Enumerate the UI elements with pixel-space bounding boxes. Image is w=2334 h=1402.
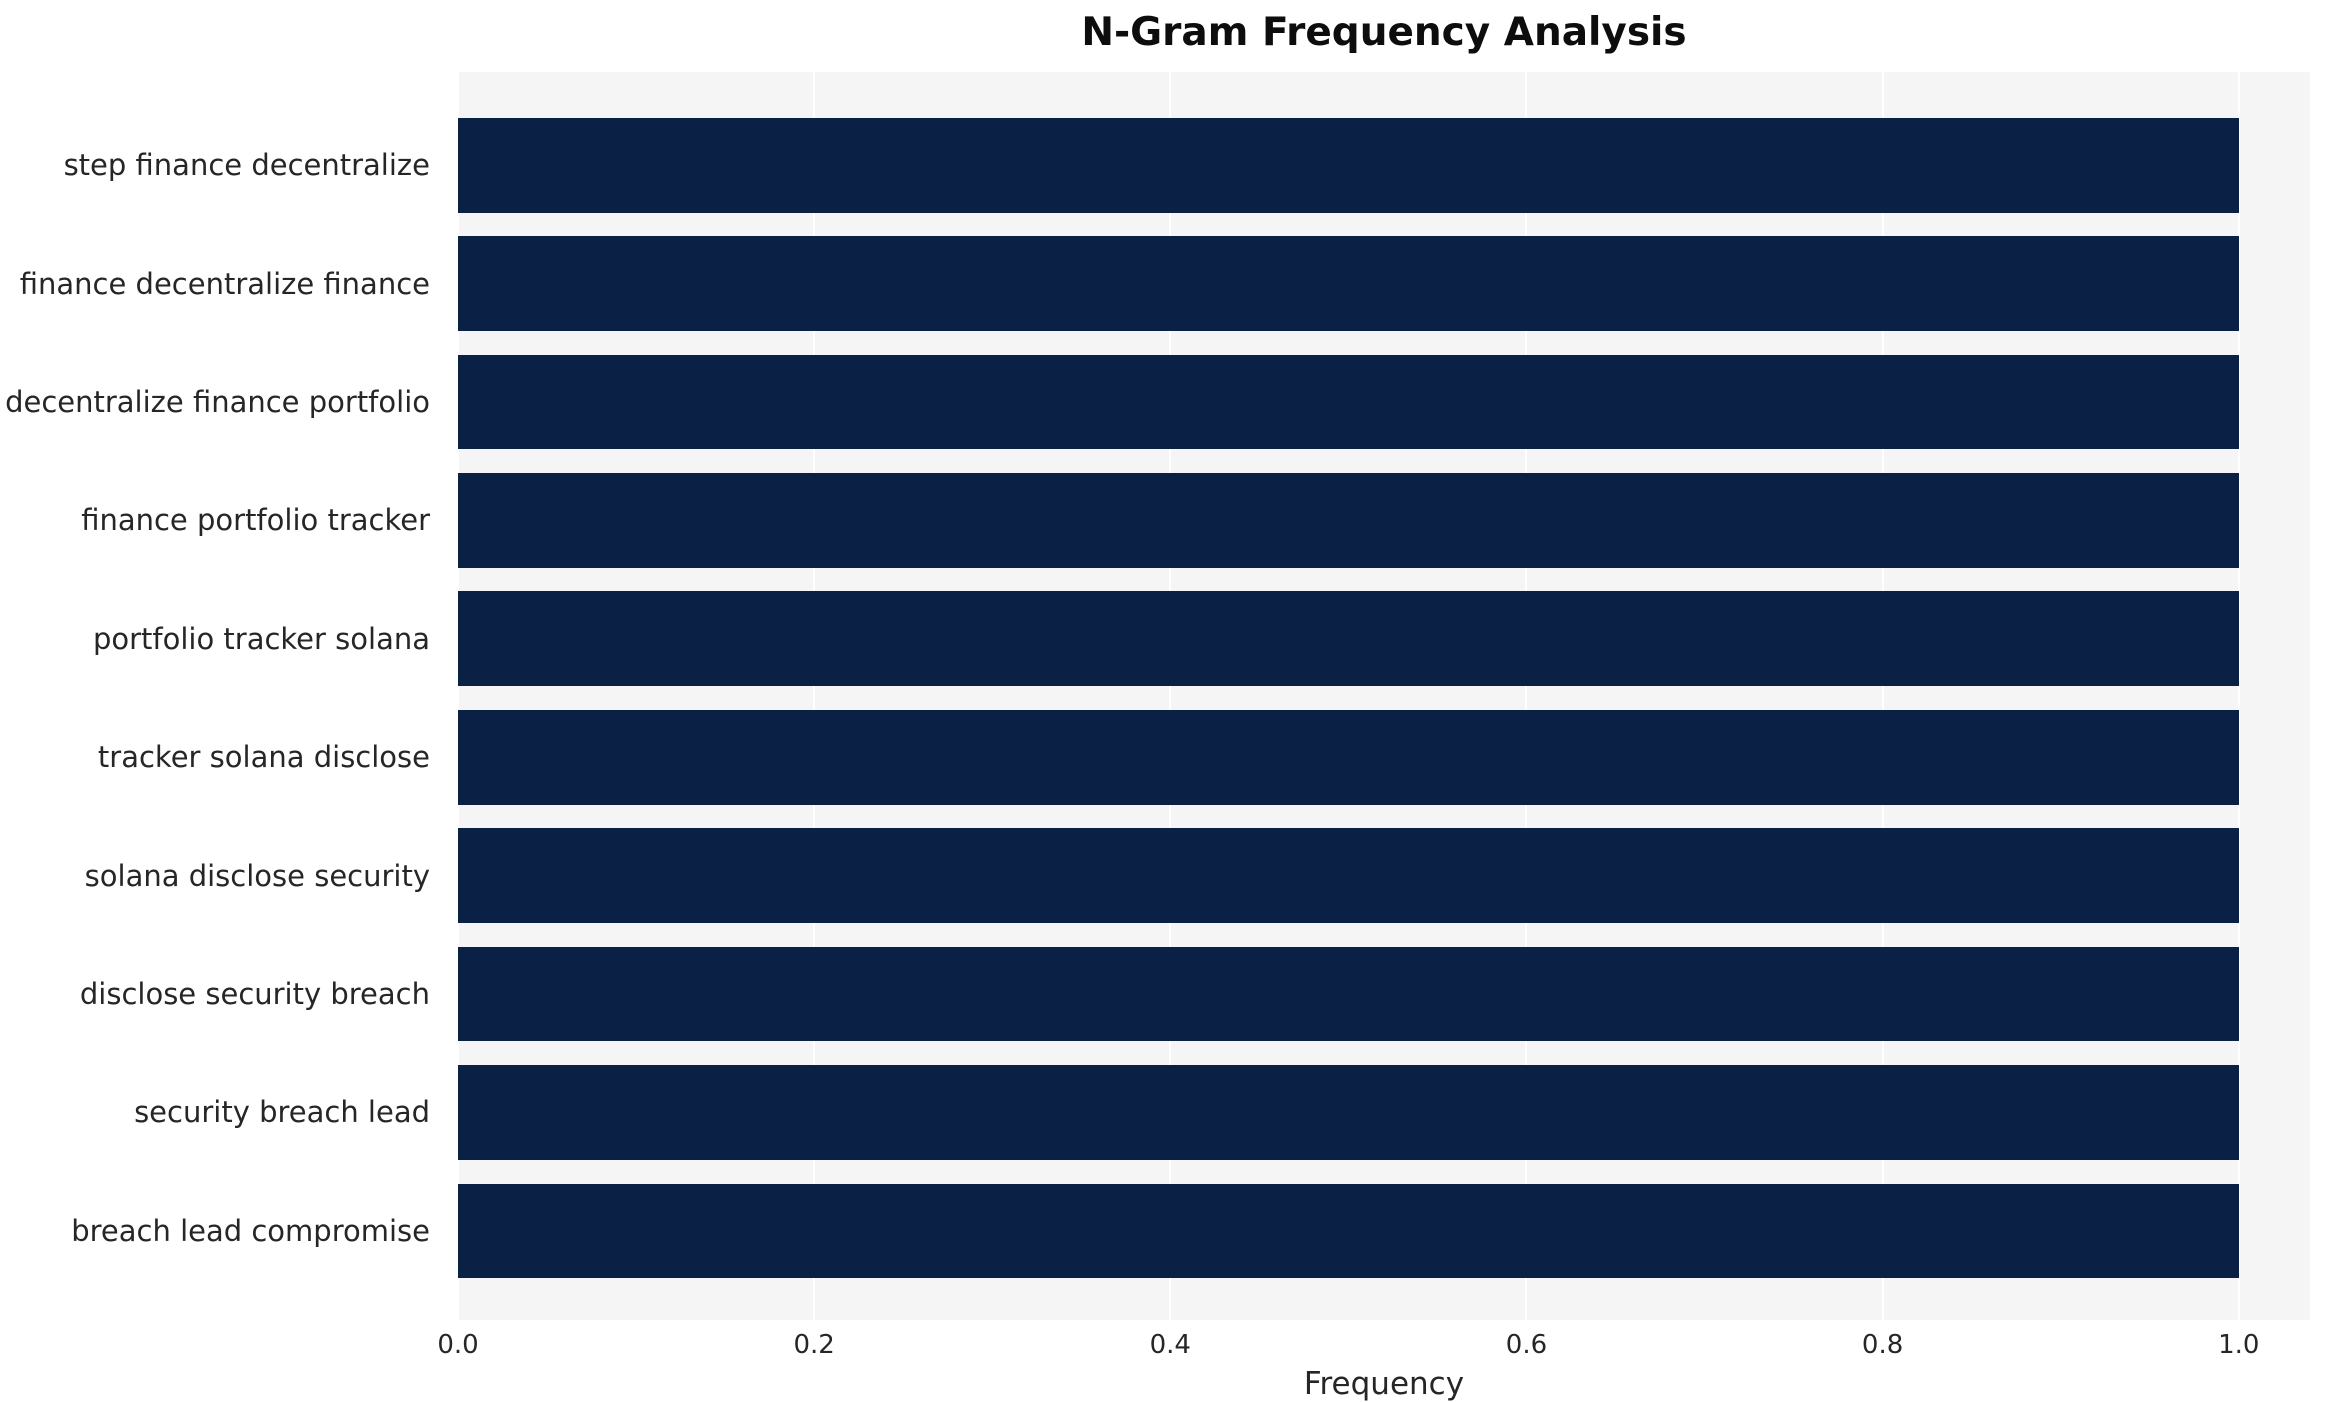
gridline	[457, 72, 459, 1320]
x-axis-label: Frequency	[1303, 1366, 1465, 1402]
bar	[458, 117, 2239, 213]
y-tick-label: breach lead compromise	[71, 1213, 430, 1248]
bar-row	[458, 343, 2310, 461]
x-tick-label: 0.4	[1149, 1330, 1191, 1360]
bar	[458, 828, 2239, 923]
gridlines	[457, 72, 2310, 1320]
bar-row	[458, 935, 2310, 1053]
y-tick-label: disclose security breach	[79, 977, 430, 1012]
gridline	[1881, 72, 1884, 1320]
y-tick-label: finance decentralize finance	[19, 266, 430, 301]
bar-row	[458, 106, 2310, 224]
bar	[458, 236, 2239, 331]
y-tick-label: finance portfolio tracker	[81, 503, 430, 538]
gridline	[1169, 72, 1172, 1320]
x-tick-label: 0.6	[1505, 1330, 1548, 1360]
bar	[458, 591, 2239, 687]
bar	[458, 1065, 2239, 1160]
x-tick-label: 0.2	[793, 1330, 835, 1360]
y-tick-label: tracker solana disclose	[97, 740, 430, 775]
plot-area	[457, 72, 2310, 1320]
x-tick-label: 0.0	[437, 1330, 479, 1360]
x-axis-ticks: 0.0 0.2 0.4 0.6 0.8 1.0	[437, 1330, 2310, 1366]
bar	[458, 946, 2239, 1042]
gridline	[2237, 72, 2240, 1320]
bar	[458, 354, 2239, 450]
bar	[458, 1183, 2239, 1279]
y-tick-label: security breach lead	[134, 1095, 430, 1130]
bar	[458, 709, 2239, 805]
y-axis-labels: step finance decentralize finance decentr…	[0, 72, 444, 1320]
chart-title: N-Gram Frequency Analysis	[1081, 10, 1687, 55]
bars-container	[458, 72, 2310, 1320]
bar-row	[458, 1053, 2310, 1171]
bar-row	[458, 816, 2310, 934]
x-tick-label: 0.8	[1861, 1330, 1904, 1360]
bar-row	[458, 1172, 2310, 1290]
bar-row	[458, 580, 2310, 698]
x-tick-label: 1.0	[2218, 1330, 2260, 1360]
gridline	[1525, 72, 1528, 1320]
y-tick-label: portfolio tracker solana	[92, 621, 430, 656]
bar-row	[458, 224, 2310, 342]
y-tick-label: decentralize finance portfolio	[5, 385, 430, 420]
gridline	[813, 72, 816, 1320]
y-tick-label: step finance decentralize	[63, 148, 430, 183]
bar	[458, 473, 2239, 568]
bar-row	[458, 698, 2310, 816]
bar-row	[458, 461, 2310, 579]
y-tick-label: solana disclose security	[84, 858, 430, 893]
